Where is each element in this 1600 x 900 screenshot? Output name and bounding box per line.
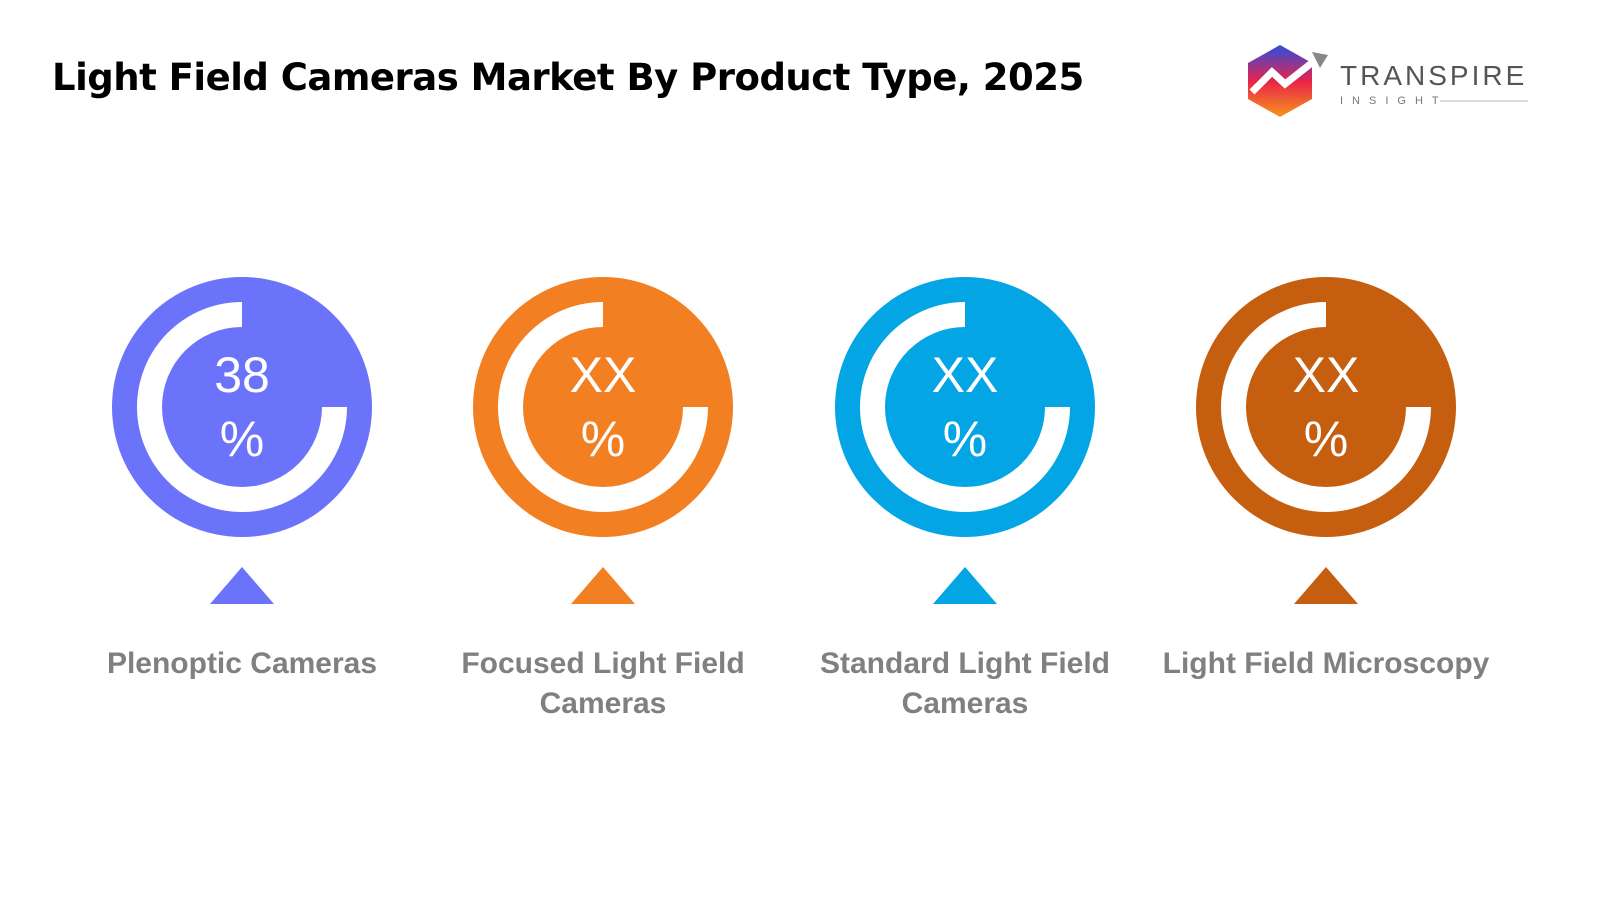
pointer [1294, 567, 1358, 604]
item-value: XX [1293, 347, 1360, 403]
logo-name: TRANSPIRE [1340, 60, 1528, 91]
item-value: XX [570, 347, 637, 403]
item-unit: % [943, 411, 987, 467]
pointer [210, 567, 274, 604]
pointer [933, 567, 997, 604]
item-value: 38 [214, 347, 270, 403]
pointer [571, 567, 635, 604]
item-label: Light Field Microscopy [1162, 647, 1490, 680]
logo-icon [1248, 45, 1328, 117]
item-label: Focused Light Field Cameras [461, 647, 745, 720]
item-value: XX [932, 347, 999, 403]
title: Light Field Cameras Market By Product Ty… [52, 56, 1084, 99]
item-unit: % [220, 411, 264, 467]
item-label: Standard Light Field Cameras [820, 647, 1110, 720]
item-unit: % [581, 411, 625, 467]
item-label: Plenoptic Cameras [106, 647, 378, 680]
item-unit: % [1304, 411, 1348, 467]
logo-tagline: INSIGHT [1340, 95, 1448, 107]
